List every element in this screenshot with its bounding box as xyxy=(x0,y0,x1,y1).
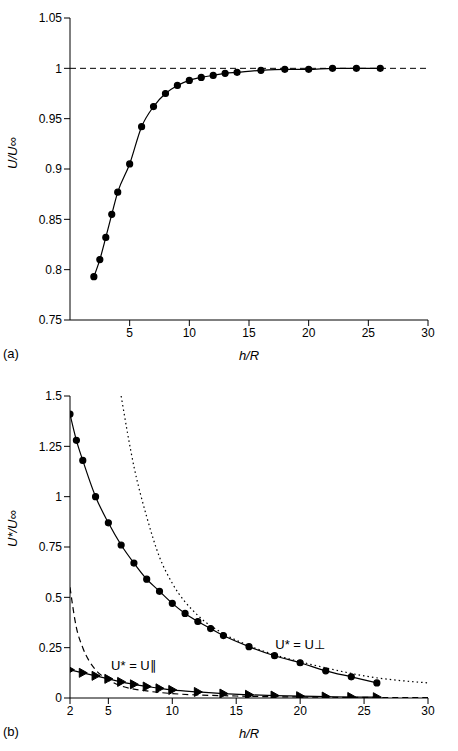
html-text:(b): (b) xyxy=(3,724,19,739)
svg-text:1.25: 1.25 xyxy=(39,440,63,454)
svg-text:5: 5 xyxy=(126,326,133,340)
svg-text:0.8: 0.8 xyxy=(45,263,62,277)
svg-text:0.5: 0.5 xyxy=(45,591,62,605)
svg-text:1: 1 xyxy=(55,490,62,504)
svg-text:20: 20 xyxy=(293,704,307,718)
svg-text:U* = U∥: U* = U∥ xyxy=(111,658,157,673)
svg-text:U* = U⊥: U* = U⊥ xyxy=(275,637,325,652)
svg-text:15: 15 xyxy=(242,326,256,340)
svg-text:1: 1 xyxy=(55,62,62,76)
svg-text:h/R: h/R xyxy=(239,726,259,741)
svg-text:0.85: 0.85 xyxy=(39,213,63,227)
svg-text:20: 20 xyxy=(302,326,316,340)
svg-text:0.75: 0.75 xyxy=(39,540,63,554)
svg-text:0: 0 xyxy=(55,691,62,705)
svg-text:25: 25 xyxy=(362,326,376,340)
svg-text:0.75: 0.75 xyxy=(39,313,63,327)
svg-text:10: 10 xyxy=(183,326,197,340)
svg-text:10: 10 xyxy=(166,704,180,718)
svg-text:25: 25 xyxy=(357,704,371,718)
svg-text:30: 30 xyxy=(421,326,435,340)
svg-text:2: 2 xyxy=(67,704,74,718)
svg-text:0.95: 0.95 xyxy=(39,112,63,126)
svg-text:30: 30 xyxy=(421,704,435,718)
svg-text:15: 15 xyxy=(230,704,244,718)
svg-text:h/R: h/R xyxy=(239,348,259,363)
svg-text:1.5: 1.5 xyxy=(45,389,62,403)
svg-text:1.05: 1.05 xyxy=(39,11,63,25)
svg-text:0.25: 0.25 xyxy=(39,641,63,655)
html-text:(a): (a) xyxy=(3,346,19,361)
svg-text:5: 5 xyxy=(105,704,112,718)
svg-text:U/U∞: U/U∞ xyxy=(5,137,20,169)
svg-text:U*/U∞: U*/U∞ xyxy=(5,510,20,547)
svg-text:0.9: 0.9 xyxy=(45,162,62,176)
